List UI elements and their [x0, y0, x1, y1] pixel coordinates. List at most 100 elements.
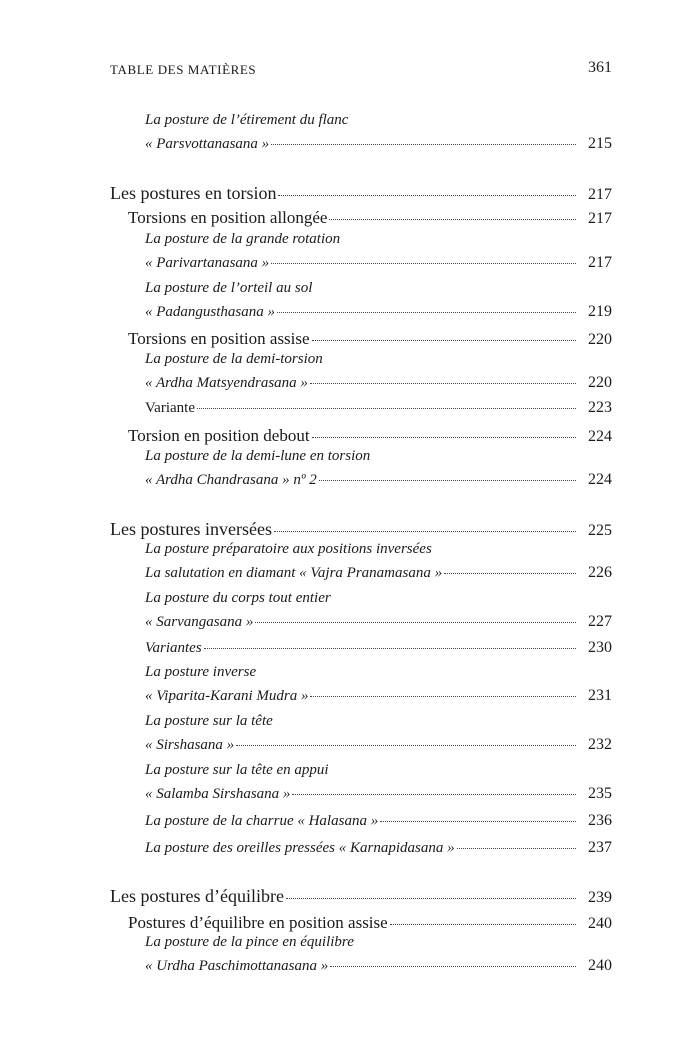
- toc-entry-page: 224: [588, 471, 612, 488]
- dot-leader: [255, 622, 576, 623]
- toc-entry-title: La posture de la demi-lune en torsion: [145, 448, 371, 464]
- toc-entry: La posture sur la tête en appui: [0, 762, 700, 784]
- toc-entry: La posture de la demi-torsion: [0, 351, 700, 373]
- toc-entry: La salutation en diamant « Vajra Pranama…: [0, 564, 700, 586]
- toc-entry: La posture de la grande rotation: [0, 231, 700, 253]
- toc-entry-title: « Padangusthasana »: [145, 304, 276, 320]
- dot-leader: [311, 437, 576, 438]
- toc-entry-title: « Viparita-Karani Mudra »: [145, 688, 309, 704]
- toc-entry-page: 217: [588, 186, 612, 203]
- toc-entry-title: La salutation en diamant « Vajra Pranama…: [145, 565, 443, 581]
- toc-entry-title: « Parsvottanasana »: [145, 136, 270, 152]
- header-page-number: 361: [588, 59, 612, 76]
- dot-leader: [389, 924, 576, 925]
- toc-entry-title: « Sarvangasana »: [145, 614, 254, 630]
- toc-entry: Torsions en position allongée 217: [0, 208, 700, 230]
- dot-leader: [273, 531, 576, 532]
- dot-leader: [444, 573, 576, 574]
- toc-entry-title: Torsions en position allongée: [128, 208, 328, 227]
- toc-entry-page: 217: [588, 254, 612, 271]
- toc-entry-page: 217: [588, 210, 612, 227]
- dot-leader: [236, 745, 576, 746]
- toc-entry: La posture sur la tête: [0, 713, 700, 735]
- toc-entry: Postures d’équilibre en position assise 2…: [0, 913, 700, 935]
- dot-leader: [330, 966, 576, 967]
- dot-leader: [329, 219, 576, 220]
- toc-entry-title: Les postures en torsion: [110, 183, 277, 203]
- toc-entry: « Sirshasana » 232: [0, 736, 700, 758]
- toc-entry-title: La posture de l’étirement du flanc: [145, 112, 349, 128]
- dot-leader: [277, 312, 576, 313]
- dot-leader: [310, 696, 576, 697]
- toc-entry-page: 220: [588, 331, 612, 348]
- toc-entry-page: 237: [588, 839, 612, 856]
- toc-entry-page: 232: [588, 736, 612, 753]
- toc-entry: La posture de l’orteil au sol: [0, 280, 700, 302]
- toc-entry: « Parsvottanasana » 215: [0, 135, 700, 157]
- toc-entry-title: Torsions en position assise: [128, 329, 310, 348]
- toc-entry-title: La posture de la pince en équilibre: [145, 934, 354, 950]
- dot-leader: [380, 821, 576, 822]
- dot-leader: [309, 383, 576, 384]
- toc-entry: Torsion en position debout 224: [0, 426, 700, 448]
- toc-entry: Variante 223: [0, 399, 700, 421]
- toc-entry-title: La posture de la grande rotation: [145, 231, 341, 247]
- toc-entry-title: Les postures inversées: [110, 519, 272, 539]
- toc-entry-title: Variantes: [145, 640, 202, 656]
- toc-entry-title: « Urdha Paschimottanasana »: [145, 958, 329, 974]
- toc-entry-title: La posture préparatoire aux positions in…: [145, 541, 432, 557]
- toc-entry: La posture préparatoire aux positions in…: [0, 541, 700, 563]
- toc-entry: « Ardha Chandrasana » nº 2 224: [0, 471, 700, 493]
- dot-leader: [318, 480, 576, 481]
- toc-entry-title: La posture de la charrue « Halasana »: [145, 813, 379, 829]
- toc-entry: Variantes 230: [0, 639, 700, 661]
- toc-entry-page: 230: [588, 639, 612, 656]
- toc-entry-page: 219: [588, 303, 612, 320]
- toc-entry: La posture de la demi-lune en torsion: [0, 448, 700, 470]
- toc-entry-title: La posture sur la tête: [145, 713, 273, 729]
- toc-entry-title: La posture du corps tout entier: [145, 590, 331, 606]
- toc-entry: La posture de l’étirement du flanc: [0, 112, 700, 134]
- toc-entry-title: « Ardha Chandrasana » nº 2: [145, 472, 317, 488]
- toc-entry: La posture du corps tout entier: [0, 590, 700, 612]
- toc-entry-page: 227: [588, 613, 612, 630]
- toc-entry: Les postures inversées 225: [0, 519, 700, 541]
- toc-entry: Torsions en position assise 220: [0, 329, 700, 351]
- toc-entry-title: « Ardha Matsyendrasana »: [145, 375, 308, 391]
- toc-entry-title: La posture des oreilles pressées « Karna…: [145, 840, 455, 856]
- toc-entry: « Padangusthasana » 219: [0, 303, 700, 325]
- toc-entry: La posture de la charrue « Halasana » 236: [0, 812, 700, 834]
- toc-entry: « Viparita-Karani Mudra » 231: [0, 687, 700, 709]
- toc-entry-page: 220: [588, 374, 612, 391]
- toc-entry-page: 223: [588, 399, 612, 416]
- toc-entry-page: 225: [588, 522, 612, 539]
- toc-entry-page: 239: [588, 889, 612, 906]
- toc-entry-page: 226: [588, 564, 612, 581]
- toc-entry-page: 231: [588, 687, 612, 704]
- dot-leader: [292, 794, 576, 795]
- dot-leader: [203, 648, 576, 649]
- header-title: TABLE DES MATIÈRES: [110, 62, 257, 77]
- toc-entry-title: La posture de la demi-torsion: [145, 351, 323, 367]
- dot-leader: [285, 898, 576, 899]
- toc-entry: « Sarvangasana » 227: [0, 613, 700, 635]
- toc-entry-title: La posture inverse: [145, 664, 257, 680]
- dot-leader: [311, 340, 576, 341]
- toc-entry-title: Les postures d’équilibre: [110, 886, 284, 906]
- toc-entry: « Salamba Sirshasana » 235: [0, 785, 700, 807]
- dot-leader: [278, 195, 576, 196]
- toc-entry: Les postures en torsion 217: [0, 183, 700, 205]
- toc-entry-title: « Salamba Sirshasana »: [145, 786, 291, 802]
- dot-leader: [196, 408, 576, 409]
- dot-leader: [271, 263, 576, 264]
- toc-entry-title: Postures d’équilibre en position assise: [128, 913, 388, 932]
- toc-entry-title: La posture sur la tête en appui: [145, 762, 329, 778]
- toc-entry: Les postures d’équilibre 239: [0, 886, 700, 908]
- toc-entry: « Ardha Matsyendrasana » 220: [0, 374, 700, 396]
- dot-leader: [456, 848, 576, 849]
- toc-entry: « Urdha Paschimottanasana » 240: [0, 957, 700, 979]
- toc-entry-page: 224: [588, 428, 612, 445]
- dot-leader: [271, 144, 576, 145]
- toc-entry-page: 215: [588, 135, 612, 152]
- toc-entry-page: 240: [588, 915, 612, 932]
